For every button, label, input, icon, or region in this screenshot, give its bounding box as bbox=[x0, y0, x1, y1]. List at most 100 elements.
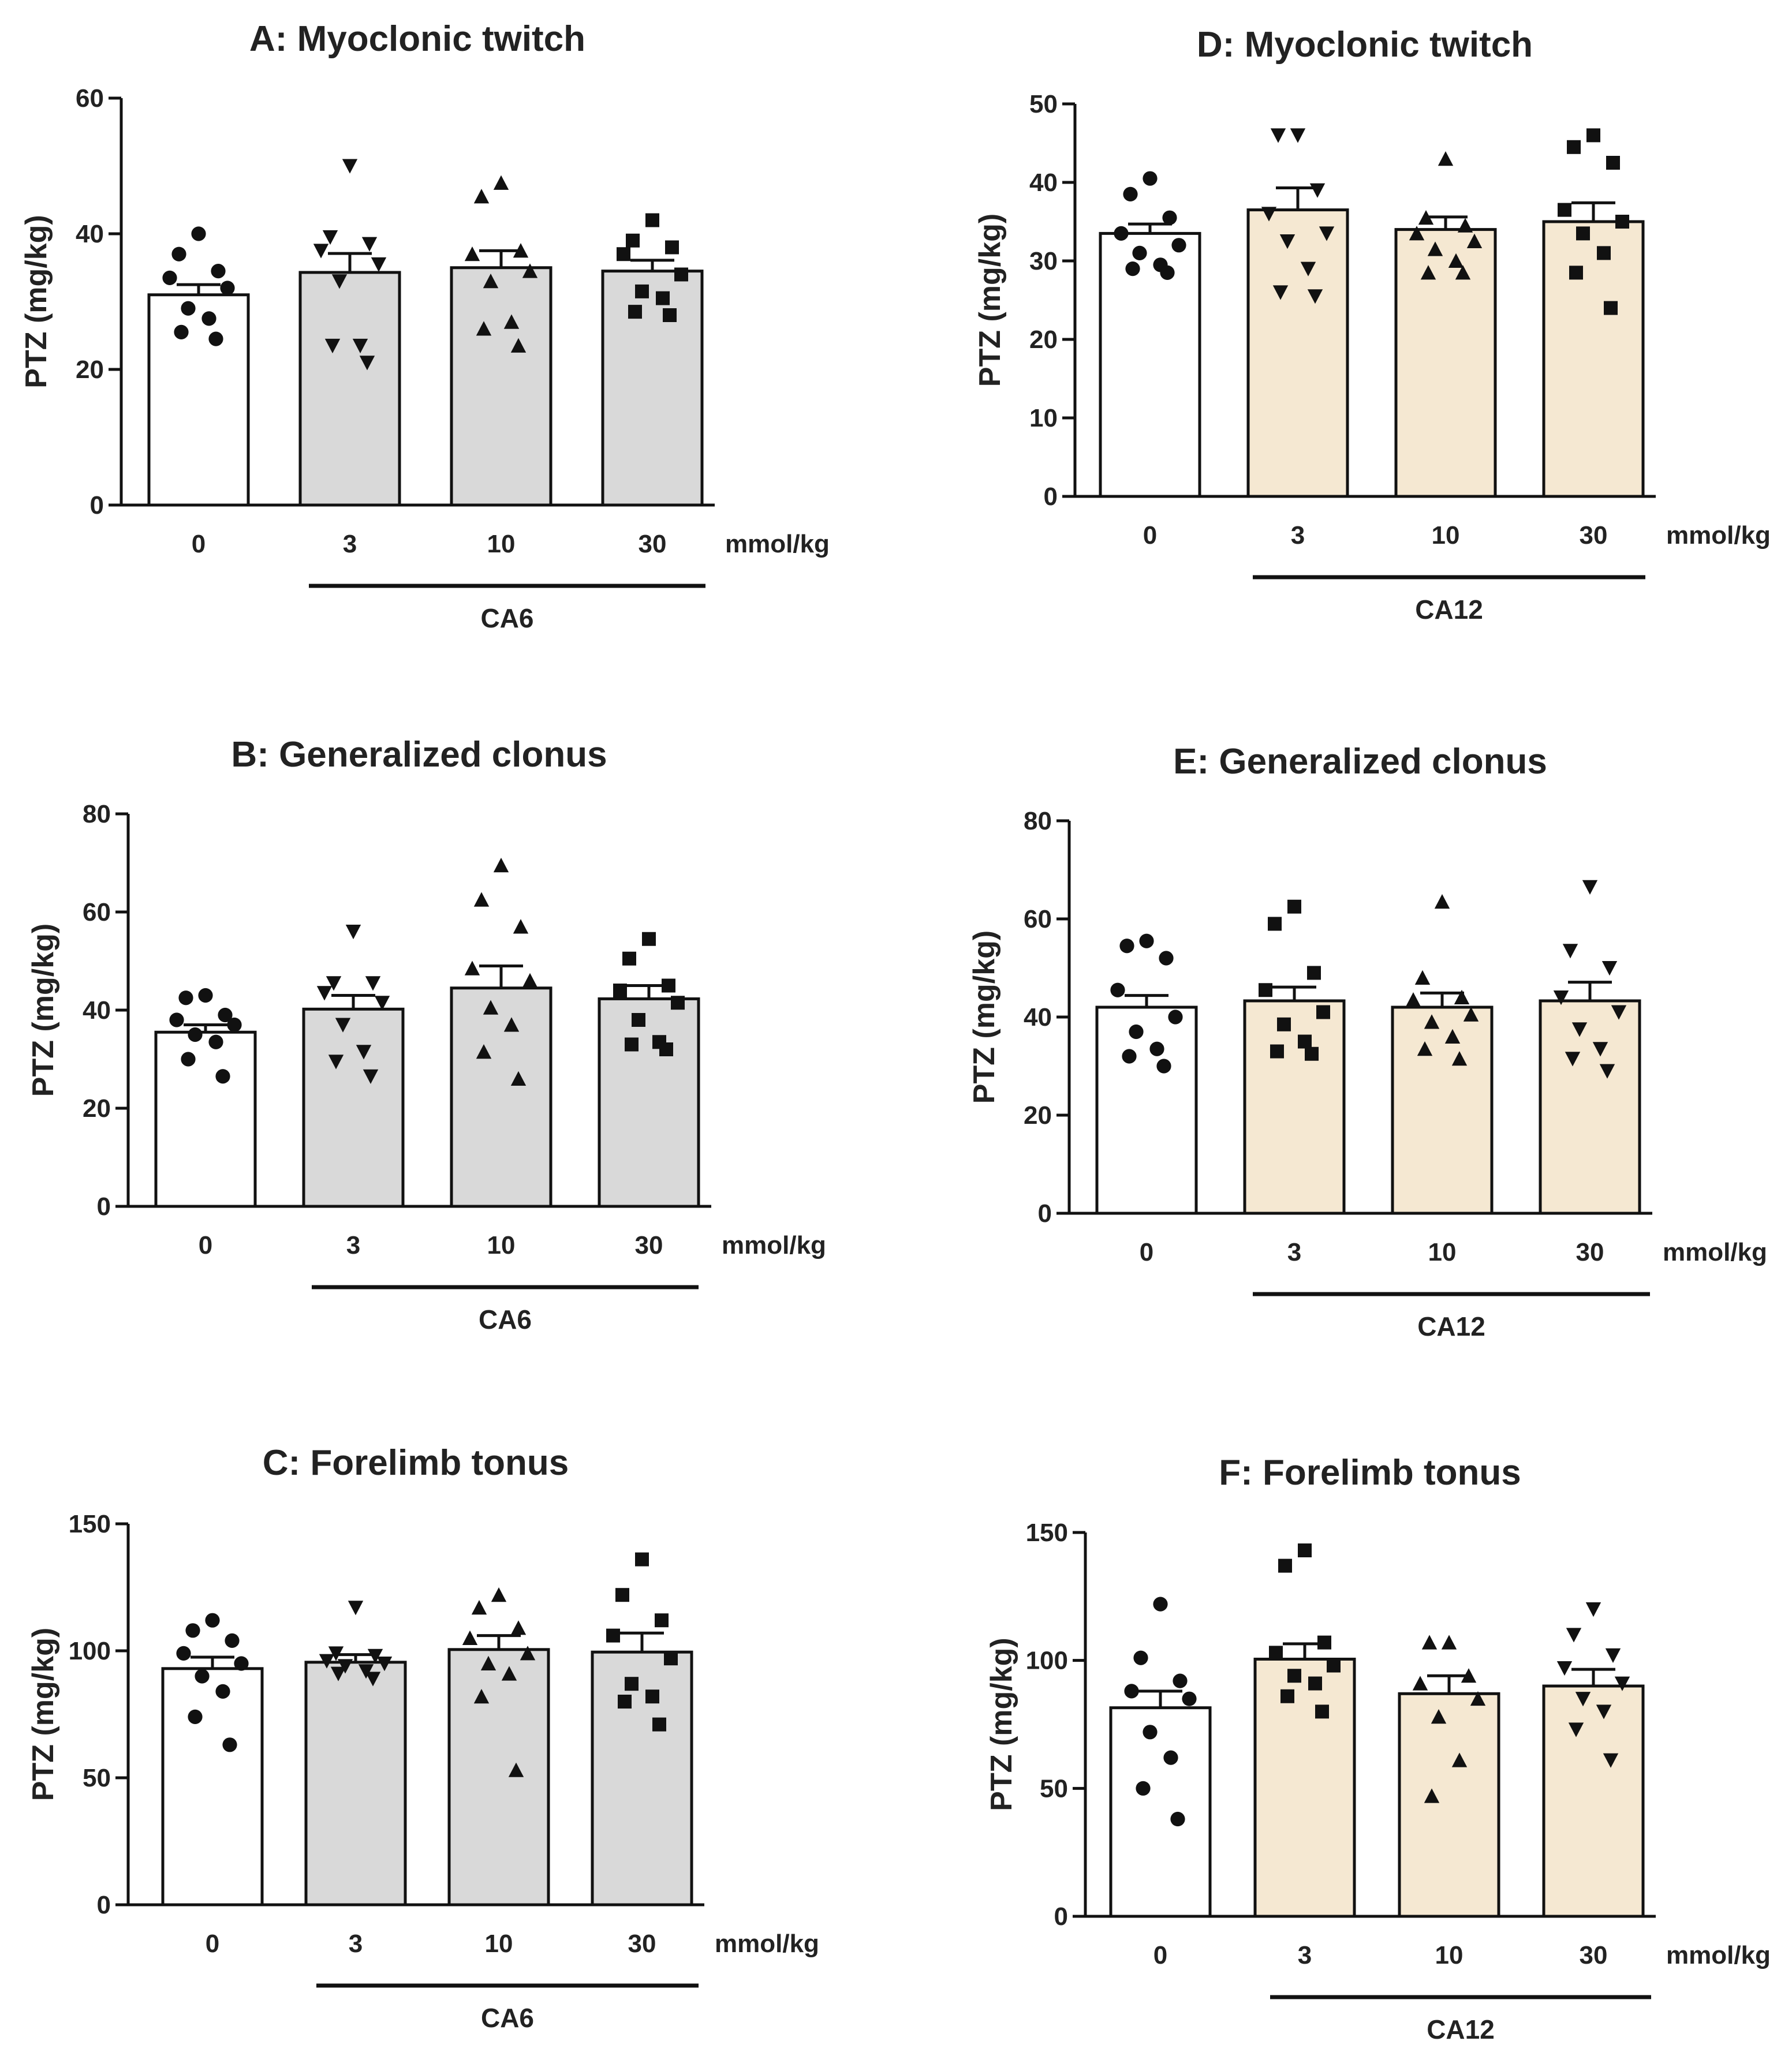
data-point bbox=[324, 338, 341, 354]
data-point bbox=[663, 308, 677, 322]
data-point bbox=[1585, 1602, 1601, 1617]
data-point bbox=[1261, 207, 1277, 222]
y-tick-label: 50 bbox=[1029, 90, 1058, 118]
data-point bbox=[1603, 1753, 1619, 1768]
data-point bbox=[1278, 1558, 1292, 1573]
data-point bbox=[510, 338, 527, 353]
data-point bbox=[626, 233, 640, 248]
x-tick-label: 30 bbox=[639, 530, 667, 558]
data-point bbox=[1132, 245, 1147, 260]
data-point bbox=[222, 1737, 237, 1752]
group-label: CA6 bbox=[479, 1304, 532, 1334]
data-point bbox=[483, 1000, 499, 1015]
y-tick-label: 50 bbox=[83, 1764, 111, 1792]
data-point bbox=[1582, 880, 1598, 895]
data-point bbox=[473, 189, 490, 204]
data-point bbox=[218, 1007, 233, 1023]
group-label: CA12 bbox=[1415, 595, 1483, 625]
data-point bbox=[1163, 1750, 1178, 1765]
data-point bbox=[1305, 1046, 1319, 1061]
y-tick-label: 0 bbox=[1044, 483, 1058, 511]
data-point bbox=[1566, 1628, 1582, 1643]
data-point bbox=[1315, 1704, 1329, 1719]
x-tick-label: 10 bbox=[1432, 521, 1460, 549]
bar bbox=[450, 266, 552, 507]
data-point bbox=[371, 257, 387, 272]
data-point bbox=[615, 1588, 629, 1602]
data-point bbox=[1565, 1052, 1581, 1067]
x-tick-label: 0 bbox=[1143, 521, 1157, 549]
data-point bbox=[1599, 1064, 1615, 1079]
data-point bbox=[313, 244, 329, 259]
x-tick-label: 10 bbox=[487, 530, 516, 558]
data-point bbox=[1614, 1676, 1630, 1691]
x-tick-label: 10 bbox=[1435, 1941, 1464, 1969]
y-tick-label: 60 bbox=[76, 84, 104, 113]
data-point bbox=[1160, 265, 1175, 280]
data-point bbox=[1279, 234, 1296, 249]
data-point bbox=[618, 1695, 632, 1709]
data-point bbox=[1601, 961, 1618, 976]
data-point bbox=[361, 237, 378, 252]
bar bbox=[1246, 208, 1349, 498]
x-tick-label: 0 bbox=[199, 1231, 212, 1259]
data-point bbox=[510, 1620, 527, 1635]
y-tick-label: 150 bbox=[69, 1510, 111, 1538]
data-point bbox=[1424, 1014, 1440, 1029]
data-point bbox=[335, 1018, 351, 1033]
y-axis-label: PTZ (mg/kg) bbox=[985, 1638, 1018, 1811]
data-point bbox=[211, 264, 226, 279]
data-point bbox=[1270, 128, 1286, 143]
data-point bbox=[1269, 1646, 1283, 1660]
data-point bbox=[473, 892, 490, 907]
y-axis-label: PTZ (mg/kg) bbox=[20, 215, 53, 388]
data-point bbox=[1300, 261, 1316, 276]
data-point bbox=[1123, 186, 1138, 201]
data-point bbox=[1605, 1648, 1621, 1663]
data-point bbox=[1586, 128, 1600, 143]
bar bbox=[601, 270, 704, 507]
data-point bbox=[234, 1656, 249, 1671]
chart-panel-a: A: Myoclonic twitch PTZ (mg/kg) 0 20 40 60 0 3 1… bbox=[20, 19, 830, 633]
data-point bbox=[1159, 951, 1174, 966]
data-point bbox=[365, 976, 381, 991]
data-point bbox=[376, 1657, 393, 1672]
data-point bbox=[1575, 1692, 1591, 1707]
y-tick-label: 100 bbox=[1026, 1647, 1068, 1675]
x-tick-label: 3 bbox=[1291, 521, 1305, 549]
y-tick-label: 40 bbox=[1024, 1003, 1052, 1031]
group-label: CA12 bbox=[1427, 2014, 1495, 2044]
data-point bbox=[464, 960, 480, 975]
data-point bbox=[513, 243, 529, 258]
data-point bbox=[1270, 1044, 1284, 1059]
y-tick-label: 0 bbox=[90, 491, 104, 519]
data-point bbox=[606, 1628, 620, 1643]
y-tick-label: 0 bbox=[97, 1193, 111, 1221]
data-point bbox=[1122, 1049, 1137, 1064]
data-point bbox=[1114, 226, 1129, 241]
chart-panel-e: E: Generalized clonus PTZ (mg/kg) 0 20 40 60 8… bbox=[968, 742, 1767, 1341]
data-point bbox=[1424, 1788, 1440, 1803]
data-point bbox=[319, 1654, 335, 1669]
data-point bbox=[625, 1677, 639, 1691]
data-point bbox=[1307, 966, 1321, 980]
data-point bbox=[342, 159, 358, 174]
data-point bbox=[671, 996, 685, 1010]
x-tick-label: 30 bbox=[628, 1930, 656, 1958]
data-point bbox=[613, 984, 627, 997]
data-point bbox=[1420, 265, 1436, 280]
bar bbox=[447, 1648, 550, 1907]
data-point bbox=[363, 1069, 379, 1084]
data-point bbox=[1567, 140, 1581, 154]
data-point bbox=[1569, 266, 1583, 280]
panel-title: D: Myoclonic twitch bbox=[1197, 25, 1533, 65]
y-tick-label: 40 bbox=[76, 220, 104, 248]
data-point bbox=[1455, 265, 1471, 280]
group-label: CA6 bbox=[480, 603, 533, 633]
data-point bbox=[1170, 1811, 1185, 1827]
bar bbox=[298, 271, 401, 507]
x-tick-label: 0 bbox=[206, 1930, 219, 1958]
data-point bbox=[1558, 203, 1571, 217]
x-tick-label: 3 bbox=[346, 1231, 360, 1259]
data-point bbox=[617, 247, 630, 261]
